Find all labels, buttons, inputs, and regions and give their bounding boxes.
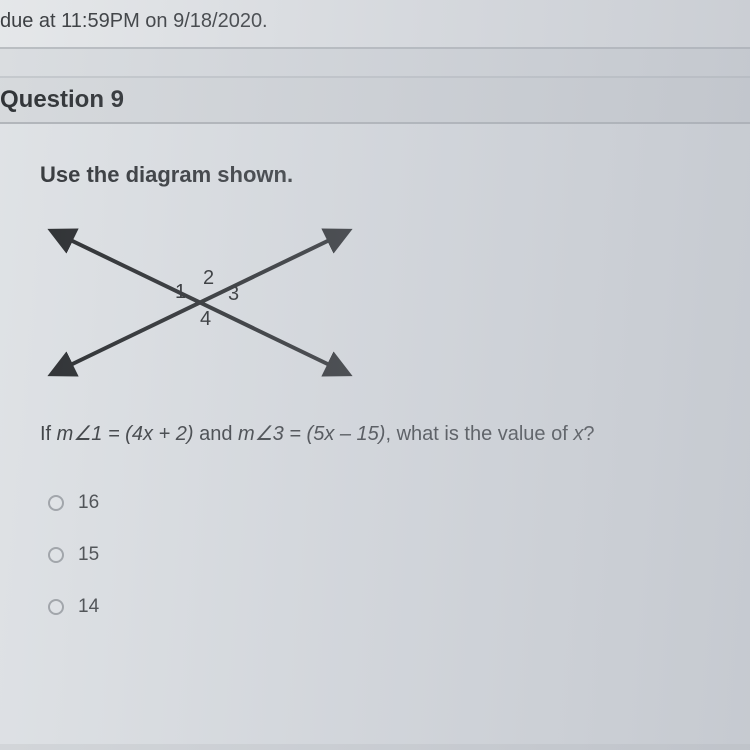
q-mid: and [194, 423, 238, 445]
angle-label-1: 1 [175, 281, 186, 303]
q-suffix: , what is the value of [385, 423, 573, 445]
q-m1: m∠1 = (4x + 2) [57, 423, 194, 445]
radio-button[interactable] [48, 495, 64, 511]
option-row[interactable]: 15 [48, 544, 710, 566]
question-header: Question 9 [0, 77, 750, 124]
q-end: ? [583, 423, 594, 445]
question-prompt: If m∠1 = (4x + 2) and m∠3 = (5x – 15), w… [40, 421, 710, 446]
due-bar: due at 11:59PM on 9/18/2020. [0, 0, 750, 49]
radio-button[interactable] [48, 599, 64, 615]
angle-label-4: 4 [200, 308, 211, 330]
question-number: Question 9 [0, 86, 124, 113]
q-m3: m∠3 = (5x – 15) [238, 423, 385, 445]
option-label: 14 [78, 596, 99, 618]
option-label: 16 [78, 492, 99, 514]
question-content: Use the diagram shown. 1 2 3 4 If m∠1 = … [0, 124, 750, 744]
radio-button[interactable] [48, 547, 64, 563]
answer-options: 16 15 14 [40, 492, 710, 618]
angle-label-2: 2 [203, 267, 214, 289]
due-text: due at 11:59PM on 9/18/2020. [0, 10, 268, 32]
q-var: x [573, 423, 583, 445]
angle-label-3: 3 [228, 283, 239, 305]
spacer [0, 49, 750, 77]
option-row[interactable]: 14 [48, 596, 710, 618]
instruction-text: Use the diagram shown. [40, 162, 710, 188]
q-prefix: If [40, 423, 57, 445]
intersecting-lines-diagram: 1 2 3 4 [40, 210, 360, 390]
option-row[interactable]: 16 [48, 492, 710, 514]
option-label: 15 [78, 544, 99, 566]
